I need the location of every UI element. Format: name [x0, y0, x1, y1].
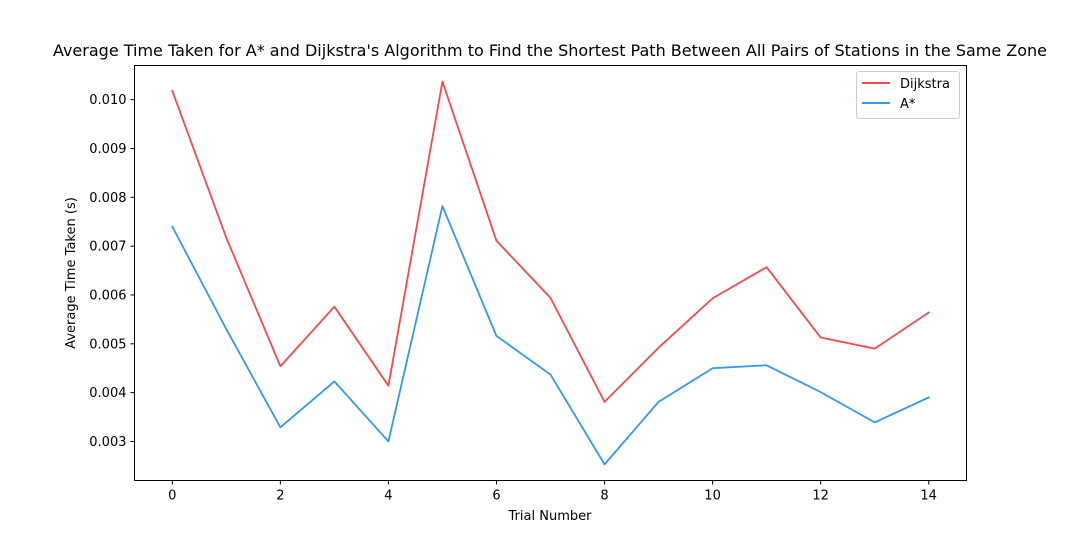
legend-label-astar: A* — [900, 97, 916, 112]
x-axis-label: Trial Number — [508, 509, 593, 524]
legend-label-dijkstra: Dijkstra — [900, 77, 950, 92]
y-tick-label: 0.006 — [89, 288, 126, 303]
y-axis: 0.003 0.004 0.005 0.006 0.007 0.008 0.009 0.010 — [89, 93, 135, 450]
y-tick-label: 0.007 — [89, 240, 126, 255]
series-line-dijkstra — [171, 80, 930, 403]
plot-area-frame — [134, 65, 967, 481]
chart-title: Average Time Taken for A* and Dijkstra's… — [53, 41, 1047, 60]
y-tick-label: 0.008 — [89, 191, 126, 206]
x-tick-label: 12 — [812, 489, 829, 504]
x-tick-label: 6 — [492, 489, 500, 504]
series-layer — [171, 80, 930, 466]
x-tick-label: 0 — [168, 489, 176, 504]
y-tick-label: 0.003 — [89, 435, 126, 450]
x-tick-label: 14 — [920, 489, 937, 504]
x-tick-label: 8 — [600, 489, 608, 504]
y-tick-label: 0.004 — [89, 386, 126, 401]
x-axis: 0 2 4 6 8 10 12 14 — [168, 480, 937, 504]
y-tick-label: 0.009 — [89, 142, 126, 157]
series-line-astar — [171, 205, 930, 466]
y-axis-label: Average Time Taken (s) — [64, 197, 79, 349]
x-tick-label: 10 — [704, 489, 721, 504]
x-tick-label: 4 — [384, 489, 392, 504]
x-tick-label: 2 — [276, 489, 284, 504]
y-tick-label: 0.010 — [89, 93, 126, 108]
legend: Dijkstra A* — [856, 71, 960, 119]
y-tick-label: 0.005 — [89, 337, 126, 352]
